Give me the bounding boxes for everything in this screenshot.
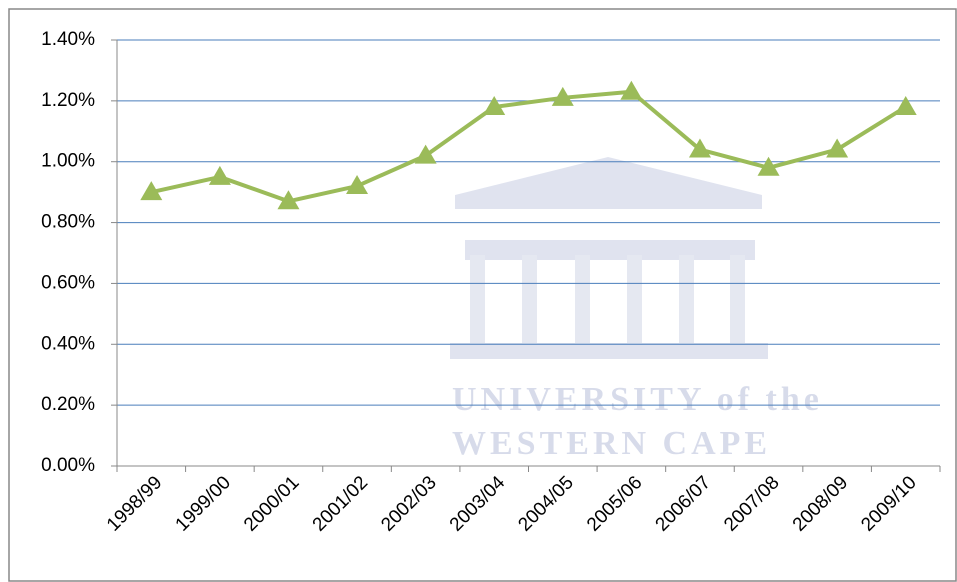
x-tick-label: 2008/09 xyxy=(789,472,852,535)
y-tick-label: 1.20% xyxy=(41,90,95,111)
y-tick-label: 0.60% xyxy=(41,272,95,293)
watermark-text: UNIVERSITY of the xyxy=(452,381,823,418)
marker xyxy=(414,144,437,164)
line xyxy=(150,89,907,204)
x-tick-label: 2007/08 xyxy=(720,472,783,535)
x-tick-label: 2003/04 xyxy=(446,472,510,536)
y-tick-label: 0.00% xyxy=(41,455,95,476)
marker xyxy=(346,175,369,195)
y-tick-label: 0.80% xyxy=(41,212,95,233)
chart-frame xyxy=(8,8,957,582)
marker xyxy=(208,165,231,185)
watermark: UNIVERSITY of the WESTERN CAPE xyxy=(450,157,823,462)
x-tick-label: 1998/99 xyxy=(103,472,166,535)
marker xyxy=(140,181,163,201)
watermark-text: WESTERN CAPE xyxy=(452,425,771,462)
x-tick-label: 2005/06 xyxy=(583,472,646,535)
x-tick-label: 2000/01 xyxy=(240,472,303,535)
marker xyxy=(277,190,300,210)
y-tick-label: 1.00% xyxy=(41,151,95,172)
marker xyxy=(894,95,917,115)
marker xyxy=(483,95,506,115)
y-tick-label: 0.20% xyxy=(41,394,95,415)
marker xyxy=(551,86,574,106)
marker xyxy=(757,156,780,176)
x-tick-label: 2004/05 xyxy=(514,472,577,535)
x-tick-label: 2009/10 xyxy=(857,472,920,535)
x-tick-label: 2001/02 xyxy=(309,472,372,535)
x-tick-label: 2002/03 xyxy=(377,472,440,535)
marker xyxy=(826,138,849,158)
x-tick-label: 2006/07 xyxy=(652,472,715,535)
marker xyxy=(688,138,711,158)
x-tick-label: 1999/00 xyxy=(172,472,235,535)
marker xyxy=(620,80,643,100)
y-tick-label: 0.40% xyxy=(41,333,95,354)
y-tick-label: 1.40% xyxy=(41,29,95,50)
